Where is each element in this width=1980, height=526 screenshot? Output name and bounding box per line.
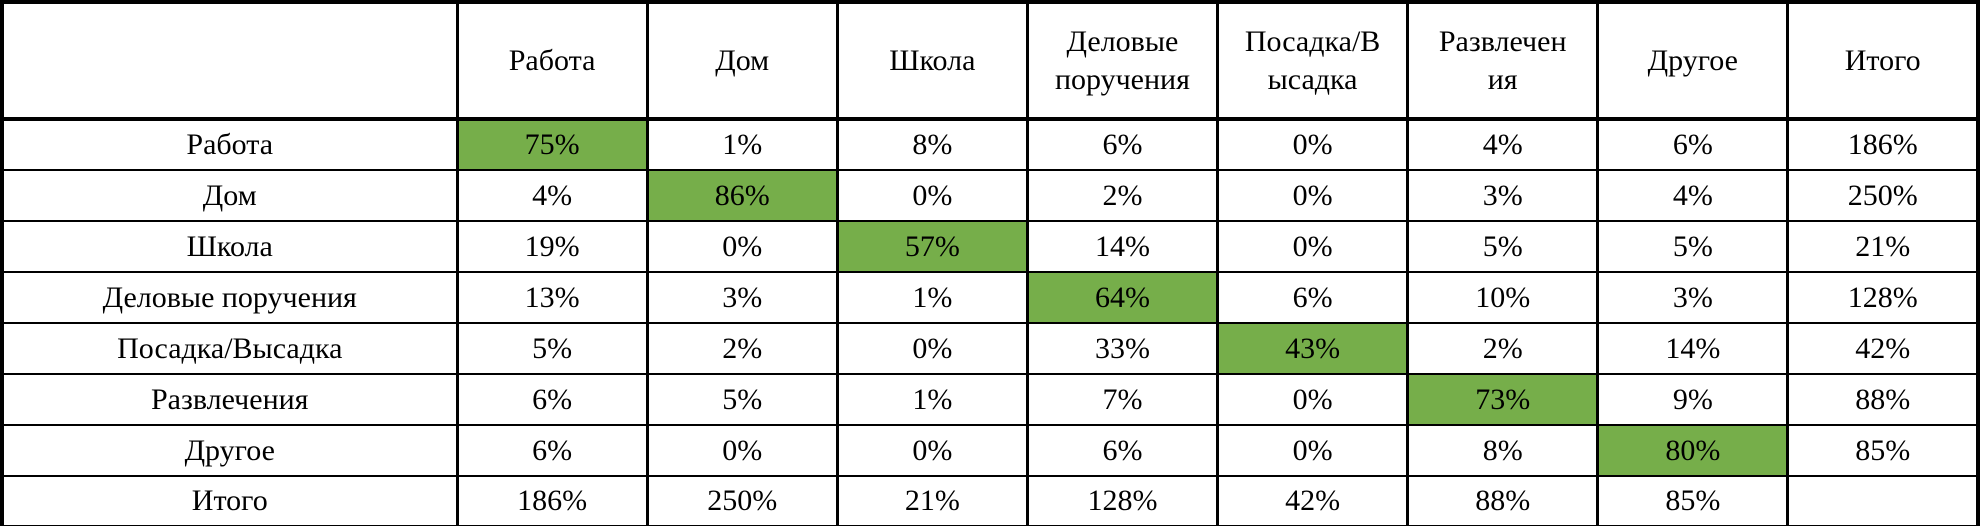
matrix-cell: 6% — [1596, 118, 1790, 171]
matrix-cell: 85% — [1786, 424, 1980, 477]
table-row: Посадка/Высадка 5% 2% 0% 33% 43% 2% 14% 42% — [0, 322, 1980, 375]
matrix-cell-highlighted: 80% — [1596, 424, 1790, 477]
matrix-cell — [1786, 475, 1980, 526]
matrix-cell: 3% — [1596, 271, 1790, 324]
matrix-cell-highlighted: 73% — [1406, 373, 1600, 426]
matrix-cell: 186% — [1786, 118, 1980, 171]
matrix-cell: 19% — [455, 220, 649, 273]
matrix-cell: 85% — [1596, 475, 1790, 526]
corner-cell — [0, 1, 459, 121]
matrix-cell: 2% — [1025, 169, 1220, 222]
matrix-cell: 2% — [1406, 322, 1600, 375]
matrix-cell: 14% — [1025, 220, 1220, 273]
column-header: Дом — [645, 1, 839, 121]
matrix-cell: 5% — [1596, 220, 1790, 273]
matrix-cell: 4% — [1406, 118, 1600, 171]
matrix-cell: 6% — [455, 424, 649, 477]
matrix-cell: 6% — [1215, 271, 1410, 324]
matrix-cell: 9% — [1596, 373, 1790, 426]
matrix-cell: 0% — [835, 169, 1029, 222]
matrix-cell: 14% — [1596, 322, 1790, 375]
matrix-cell-highlighted: 57% — [835, 220, 1029, 273]
row-header: Посадка/Высадка — [0, 322, 459, 375]
matrix-cell: 128% — [1786, 271, 1980, 324]
matrix-cell: 250% — [645, 475, 839, 526]
row-header: Работа — [0, 118, 459, 171]
matrix-cell: 4% — [455, 169, 649, 222]
table-row: Другое 6% 0% 0% 6% 0% 8% 80% 85% — [0, 424, 1980, 477]
matrix-cell: 0% — [835, 322, 1029, 375]
matrix-cell: 3% — [645, 271, 839, 324]
matrix-cell: 0% — [1215, 169, 1410, 222]
matrix-cell: 6% — [455, 373, 649, 426]
matrix-cell: 5% — [1406, 220, 1600, 273]
matrix-cell: 6% — [1025, 424, 1220, 477]
matrix-cell: 21% — [835, 475, 1029, 526]
table-row: Итого 186% 250% 21% 128% 42% 88% 85% — [0, 475, 1980, 526]
column-header: Работа — [455, 1, 649, 121]
column-header: Деловые поручения — [1025, 1, 1220, 121]
matrix-cell: 33% — [1025, 322, 1220, 375]
matrix-cell: 1% — [645, 118, 839, 171]
column-header: Развлечен ия — [1406, 1, 1600, 121]
matrix-cell: 0% — [645, 220, 839, 273]
matrix-cell: 2% — [645, 322, 839, 375]
matrix-cell: 250% — [1786, 169, 1980, 222]
matrix-cell: 0% — [645, 424, 839, 477]
row-header: Другое — [0, 424, 459, 477]
matrix-cell: 0% — [1215, 220, 1410, 273]
matrix-cell-highlighted: 75% — [455, 118, 649, 171]
matrix-cell: 128% — [1025, 475, 1220, 526]
row-header: Школа — [0, 220, 459, 273]
matrix-cell: 1% — [835, 373, 1029, 426]
matrix-cell: 0% — [1215, 424, 1410, 477]
column-header: Другое — [1596, 1, 1790, 121]
matrix-cell: 88% — [1786, 373, 1980, 426]
matrix-cell: 5% — [645, 373, 839, 426]
matrix-cell-highlighted: 64% — [1025, 271, 1220, 324]
table-body: Работа 75% 1% 8% 6% 0% 4% 6% 186% Дом 4% 86% 0% 2% 0% 3… — [0, 118, 1980, 526]
matrix-cell: 186% — [455, 475, 649, 526]
matrix-cell: 6% — [1025, 118, 1220, 171]
row-header: Деловые поручения — [0, 271, 459, 324]
matrix-cell: 1% — [835, 271, 1029, 324]
matrix-cell: 10% — [1406, 271, 1600, 324]
column-header: Посадка/В ысадка — [1215, 1, 1410, 121]
matrix-cell: 0% — [1215, 373, 1410, 426]
matrix-cell: 5% — [455, 322, 649, 375]
matrix-cell-highlighted: 43% — [1215, 322, 1410, 375]
row-header: Развлечения — [0, 373, 459, 426]
matrix-cell: 8% — [1406, 424, 1600, 477]
matrix-cell: 13% — [455, 271, 649, 324]
header-row: Работа Дом Школа Деловые поручения Посадка/В… — [0, 1, 1980, 121]
row-header: Дом — [0, 169, 459, 222]
matrix-cell: 7% — [1025, 373, 1220, 426]
table-head: Работа Дом Школа Деловые поручения Посадка/В… — [0, 1, 1980, 121]
matrix-cell-highlighted: 86% — [645, 169, 839, 222]
matrix-cell: 0% — [835, 424, 1029, 477]
matrix-cell: 3% — [1406, 169, 1600, 222]
matrix-cell: 8% — [835, 118, 1029, 171]
table-row: Деловые поручения 13% 3% 1% 64% 6% 10% 3% 128% — [0, 271, 1980, 324]
matrix-cell: 42% — [1786, 322, 1980, 375]
matrix-cell: 4% — [1596, 169, 1790, 222]
column-header: Итого — [1786, 1, 1980, 121]
table-row: Дом 4% 86% 0% 2% 0% 3% 4% 250% — [0, 169, 1980, 222]
matrix-cell: 88% — [1406, 475, 1600, 526]
matrix-cell: 42% — [1215, 475, 1410, 526]
table-row: Работа 75% 1% 8% 6% 0% 4% 6% 186% — [0, 118, 1980, 171]
matrix-cell: 0% — [1215, 118, 1410, 171]
table-row: Развлечения 6% 5% 1% 7% 0% 73% 9% 88% — [0, 373, 1980, 426]
column-header: Школа — [835, 1, 1029, 121]
row-header: Итого — [0, 475, 459, 526]
table-row: Школа 19% 0% 57% 14% 0% 5% 5% 21% — [0, 220, 1980, 273]
matrix-cell: 21% — [1786, 220, 1980, 273]
